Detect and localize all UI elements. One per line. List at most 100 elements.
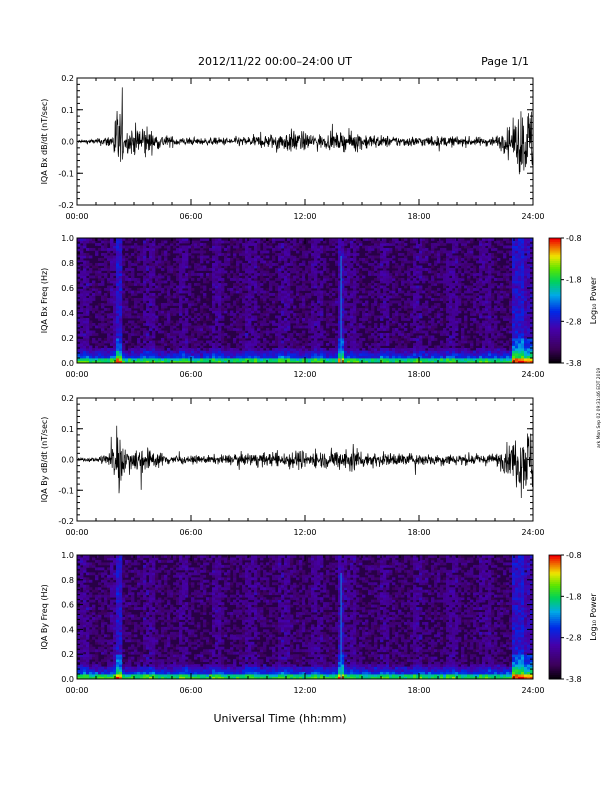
heatmap-cell [245, 275, 249, 279]
heatmap-cell [347, 248, 351, 251]
heatmap-cell [311, 240, 315, 244]
heatmap-cell [131, 275, 135, 279]
heatmap-cell [95, 243, 99, 246]
heatmap-cell [224, 255, 228, 259]
heatmap-cell [326, 275, 330, 279]
heatmap-cell [320, 360, 324, 364]
heatmap-cell [287, 243, 291, 246]
heatmap-cell [236, 298, 240, 301]
heatmap-cell [152, 238, 156, 241]
heatmap-cell [401, 335, 405, 339]
heatmap-cell [269, 358, 273, 361]
heatmap-cell [425, 355, 429, 359]
heatmap-cell [98, 350, 102, 354]
heatmap-cell [290, 260, 294, 264]
heatmap-cell [311, 275, 315, 279]
heatmap-cell [338, 318, 342, 321]
heatmap-cell [398, 348, 402, 351]
heatmap-cell [410, 268, 414, 271]
heatmap-cell [83, 285, 87, 289]
heatmap-cell [485, 350, 489, 354]
heatmap-cell [275, 333, 279, 336]
heatmap-cell [353, 258, 357, 261]
heatmap-cell [248, 283, 252, 286]
heatmap-cell [377, 293, 381, 296]
heatmap-cell [332, 340, 336, 344]
heatmap-cell [110, 313, 114, 316]
heatmap-cell [326, 310, 330, 314]
heatmap-cell [338, 325, 342, 329]
heatmap-cell [287, 325, 291, 329]
heatmap-cell [344, 315, 348, 319]
heatmap-cell [482, 358, 486, 361]
heatmap-cell [350, 353, 354, 356]
heatmap-cell [83, 350, 87, 354]
heatmap-cell [431, 255, 435, 259]
heatmap-cell [347, 323, 351, 326]
heatmap-cell [182, 283, 186, 286]
heatmap-cell [140, 305, 144, 309]
heatmap-cell [191, 250, 195, 254]
heatmap-cell [422, 320, 426, 324]
heatmap-cell [491, 293, 495, 296]
heatmap-cell [299, 298, 303, 301]
heatmap-cell [485, 250, 489, 254]
heatmap-cell [296, 323, 300, 326]
heatmap-cell [110, 340, 114, 344]
heatmap-cell [419, 345, 423, 349]
heatmap-cell [482, 300, 486, 304]
heatmap-cell [218, 310, 222, 314]
heatmap-cell [188, 340, 192, 344]
heatmap-cell [440, 333, 444, 336]
heatmap-cell [356, 240, 360, 244]
heatmap-cell [311, 238, 315, 241]
heatmap-cell [449, 323, 453, 326]
heatmap-cell [101, 240, 105, 244]
heatmap-cell [134, 305, 138, 309]
heatmap-cell [263, 300, 267, 304]
heatmap-cell [218, 328, 222, 331]
heatmap-cell [122, 305, 126, 309]
heatmap-cell [422, 260, 426, 264]
heatmap-cell [128, 268, 132, 271]
heatmap-cell [77, 353, 81, 356]
heatmap-cell [257, 310, 261, 314]
heatmap-cell [500, 360, 504, 364]
heatmap-cell [197, 295, 201, 299]
heatmap-cell [110, 265, 114, 269]
heatmap-cell [287, 350, 291, 354]
heatmap-cell [212, 348, 216, 351]
heatmap-cell [131, 315, 135, 319]
heatmap-cell [260, 283, 264, 286]
heatmap-cell [371, 255, 375, 259]
heatmap-cell [320, 350, 324, 354]
heatmap-cell [89, 355, 93, 359]
heatmap-cell [488, 275, 492, 279]
heatmap-cell [425, 335, 429, 339]
heatmap-cell [419, 335, 423, 339]
heatmap-cell [473, 258, 477, 261]
heatmap-cell [224, 345, 228, 349]
heatmap-cell [425, 358, 429, 361]
heatmap-cell [143, 310, 147, 314]
heatmap-cell [95, 315, 99, 319]
heatmap-cell [338, 260, 342, 264]
heatmap-cell [404, 343, 408, 346]
heatmap-cell [332, 328, 336, 331]
heatmap-cell [494, 323, 498, 326]
heatmap-cell [446, 310, 450, 314]
heatmap-cell [179, 238, 183, 241]
heatmap-cell [347, 258, 351, 261]
heatmap-cell [467, 245, 471, 249]
heatmap-cell [422, 350, 426, 354]
heatmap-cell [419, 308, 423, 311]
heatmap-cell [485, 358, 489, 361]
heatmap-cell [242, 355, 246, 359]
heatmap-cell [134, 248, 138, 251]
heatmap-cell [404, 238, 408, 241]
heatmap-cell [179, 343, 183, 346]
heatmap-cell [170, 353, 174, 356]
heatmap-cell [452, 335, 456, 339]
heatmap-cell [449, 328, 453, 331]
heatmap-cell [143, 240, 147, 244]
